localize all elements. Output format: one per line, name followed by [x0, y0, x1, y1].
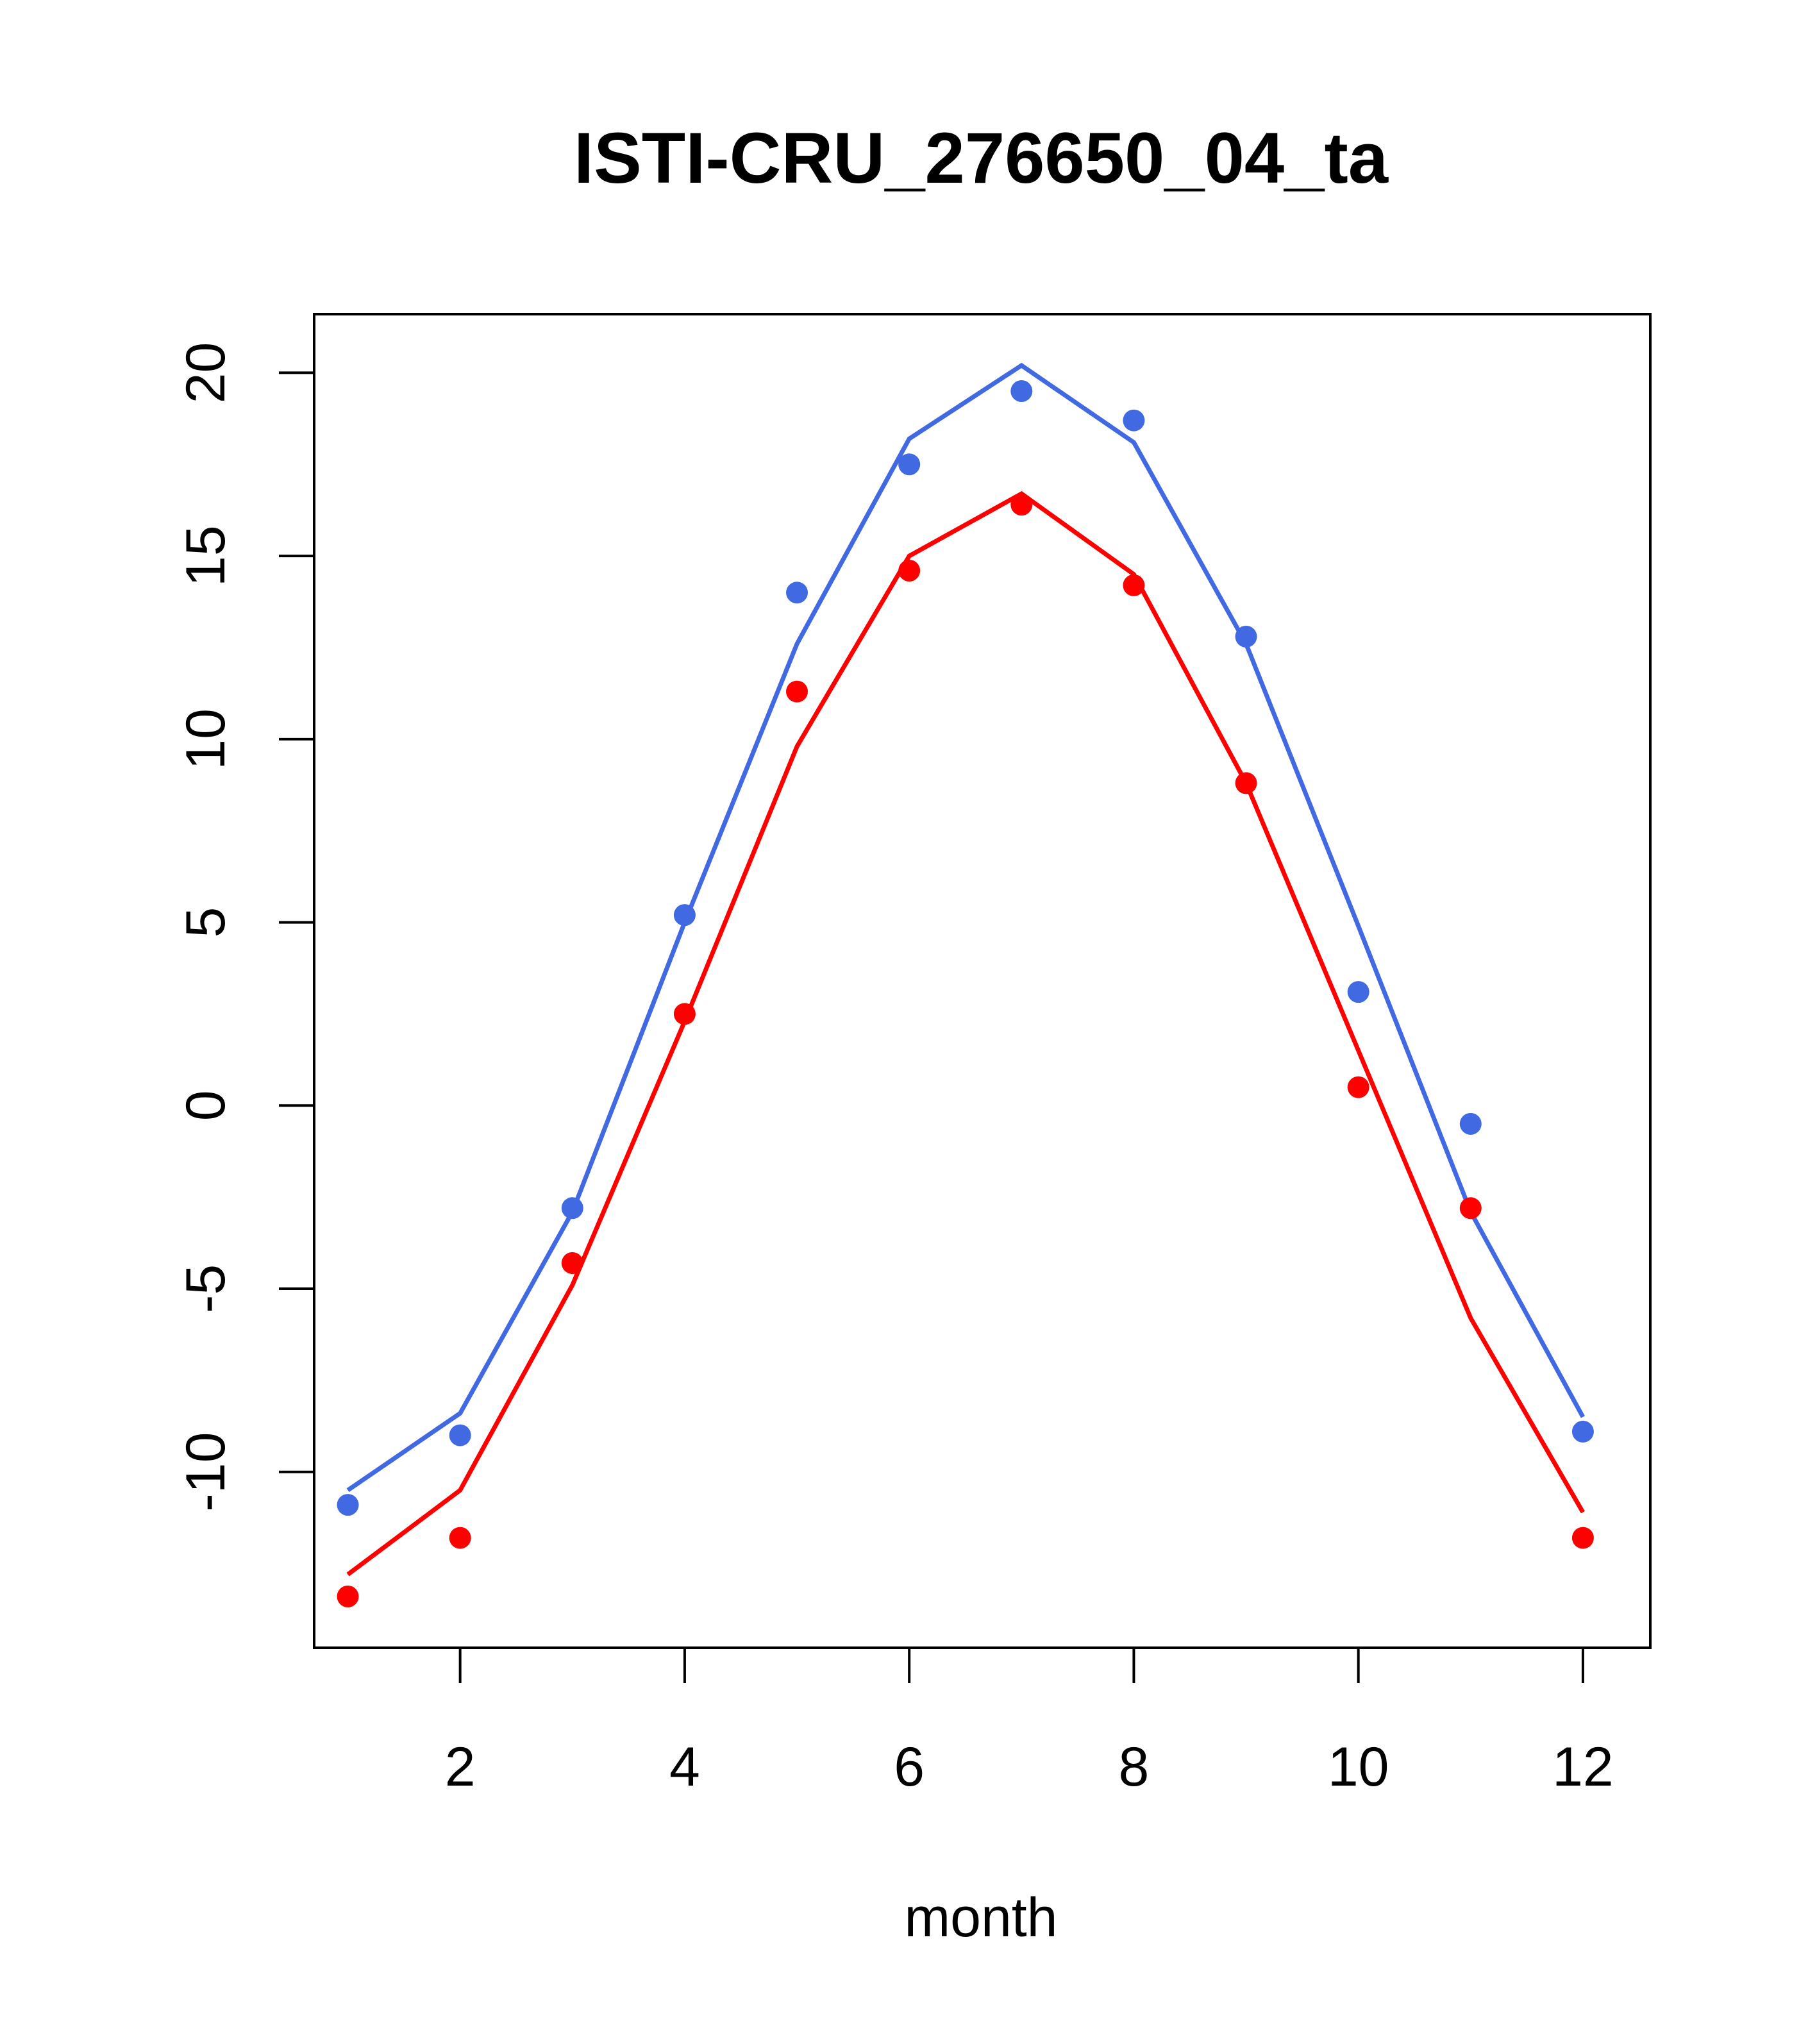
series-1-point-6 — [898, 560, 921, 582]
series-1-point-12 — [1571, 1527, 1594, 1549]
series-0-point-3 — [561, 1197, 583, 1219]
series-1-point-4 — [673, 1003, 696, 1025]
y-tick-label--5: -5 — [175, 1264, 237, 1313]
series-0-point-4 — [673, 904, 696, 926]
y-tick-label-0: 0 — [175, 1090, 237, 1121]
x-tick-label-6: 6 — [894, 1736, 925, 1798]
x-tick-label-4: 4 — [669, 1736, 700, 1798]
series-0-point-1 — [337, 1494, 359, 1516]
series-1-point-10 — [1347, 1076, 1369, 1098]
series-0 — [337, 362, 1594, 1516]
series-1-point-9 — [1235, 772, 1257, 794]
series-1-point-11 — [1459, 1197, 1482, 1219]
chart-title: ISTI-CRU_276650_04_ta — [574, 118, 1389, 198]
series-0-point-12 — [1571, 1420, 1594, 1443]
series-1-point-5 — [786, 680, 808, 703]
series-0-point-5 — [786, 582, 808, 604]
y-tick-label-20: 20 — [175, 342, 237, 404]
x-tick-label-12: 12 — [1552, 1736, 1614, 1798]
series-1-point-2 — [449, 1527, 471, 1549]
series-0-point-6 — [898, 453, 921, 476]
x-axis-label: month — [904, 1887, 1057, 1948]
y-axis: -10 -5 0 5 10 15 20 — [175, 342, 315, 1512]
series-0-point-10 — [1347, 981, 1369, 1003]
y-tick-label-5: 5 — [175, 907, 237, 938]
series-1-point-7 — [1010, 494, 1033, 516]
x-tick-label-2: 2 — [445, 1736, 476, 1798]
series-1-line — [346, 490, 1585, 1577]
y-tick-label-15: 15 — [175, 525, 237, 587]
series-0-point-2 — [449, 1424, 471, 1446]
series-0-line — [346, 362, 1585, 1493]
series-layer — [337, 362, 1594, 1607]
series-0-point-8 — [1123, 409, 1145, 431]
series-1-point-1 — [337, 1586, 359, 1607]
series-0-point-11 — [1459, 1112, 1482, 1135]
series-0-point-9 — [1235, 625, 1257, 648]
y-tick-label--10: -10 — [175, 1432, 237, 1512]
x-tick-label-10: 10 — [1328, 1736, 1389, 1798]
x-tick-label-8: 8 — [1118, 1736, 1149, 1798]
x-axis: 2 4 6 8 10 12 — [445, 1646, 1614, 1798]
series-0-point-7 — [1010, 380, 1033, 402]
series-1 — [337, 490, 1594, 1607]
series-1-point-3 — [561, 1252, 583, 1274]
series-1-point-8 — [1123, 574, 1145, 596]
y-tick-label-10: 10 — [175, 708, 237, 770]
